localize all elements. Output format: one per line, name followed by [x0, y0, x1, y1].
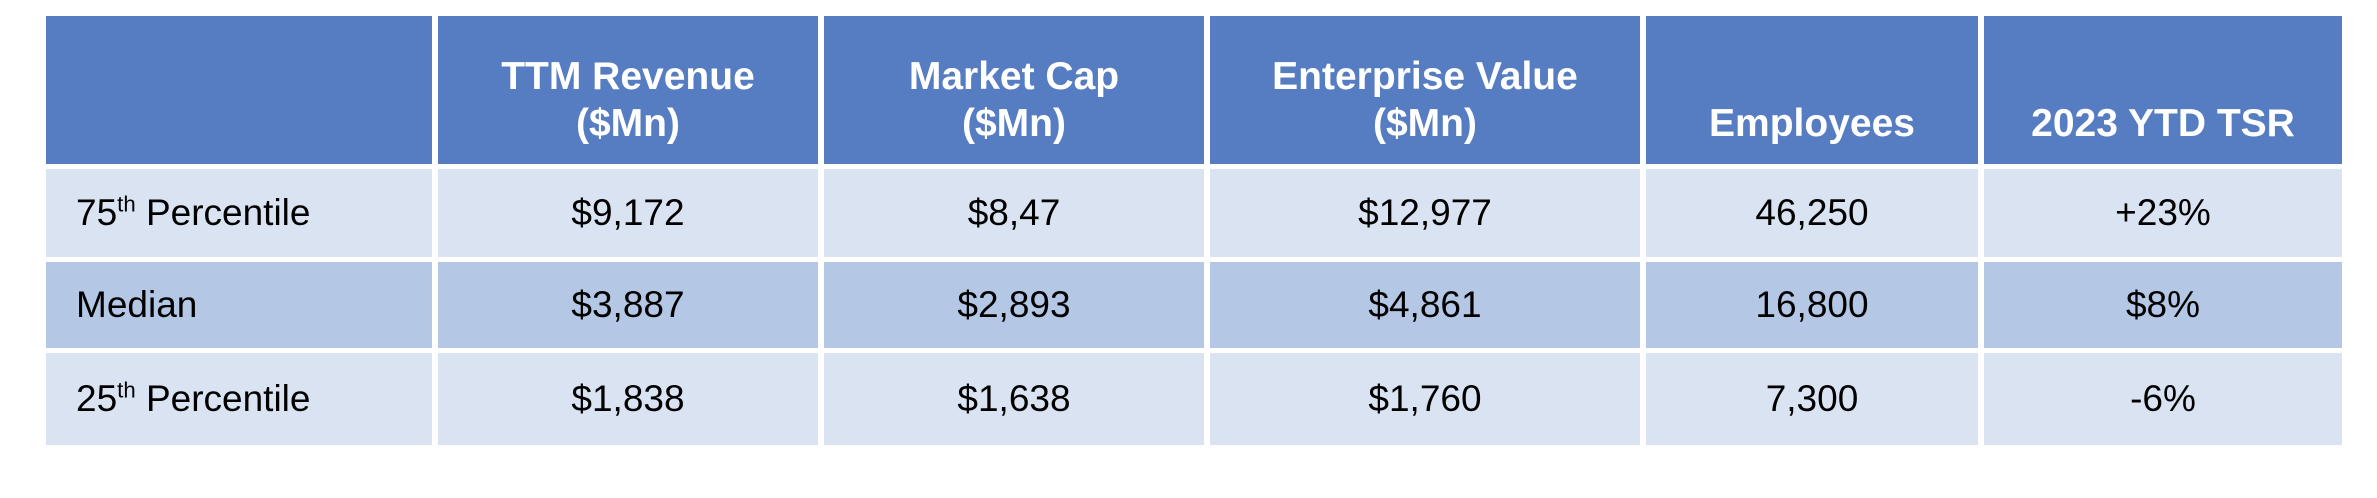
row-label-prefix: 25 [76, 378, 118, 419]
row-label-prefix: Median [76, 284, 198, 325]
col-header-2023-ytd-tsr: 2023 YTD TSR [1984, 16, 2342, 164]
cell-employees: 46,250 [1646, 169, 1978, 257]
row-header-75th-percentile: 75th Percentile [46, 169, 432, 257]
percentile-statistics-table: TTM Revenue ($Mn) Market Cap ($Mn) Enter… [40, 11, 2348, 450]
col-header-market-cap: Market Cap ($Mn) [824, 16, 1204, 164]
row-header-25th-percentile: 25th Percentile [46, 353, 432, 445]
cell-market-cap: $8,47 [824, 169, 1204, 257]
col-header-blank [46, 16, 432, 164]
cell-ytd-tsr: -6% [1984, 353, 2342, 445]
cell-market-cap: $2,893 [824, 262, 1204, 348]
table-row-median: Median $3,887 $2,893 $4,861 16,800 $8% [46, 262, 2342, 348]
row-label-suffix: Percentile [135, 378, 311, 419]
table-row-25th-percentile: 25th Percentile $1,838 $1,638 $1,760 7,3… [46, 353, 2342, 445]
cell-employees: 7,300 [1646, 353, 1978, 445]
cell-employees: 16,800 [1646, 262, 1978, 348]
cell-ytd-tsr: +23% [1984, 169, 2342, 257]
row-label-ordinal: th [117, 377, 136, 403]
cell-ttm-revenue: $1,838 [438, 353, 818, 445]
col-header-enterprise-value: Enterprise Value ($Mn) [1210, 16, 1640, 164]
cell-enterprise-value: $12,977 [1210, 169, 1640, 257]
row-header-median: Median [46, 262, 432, 348]
table-row-75th-percentile: 75th Percentile $9,172 $8,47 $12,977 46,… [46, 169, 2342, 257]
cell-ttm-revenue: $3,887 [438, 262, 818, 348]
col-header-employees: Employees [1646, 16, 1978, 164]
cell-enterprise-value: $1,760 [1210, 353, 1640, 445]
row-label-ordinal: th [117, 191, 136, 217]
header-row: TTM Revenue ($Mn) Market Cap ($Mn) Enter… [46, 16, 2342, 164]
cell-market-cap: $1,638 [824, 353, 1204, 445]
row-label-suffix: Percentile [135, 192, 311, 233]
cell-enterprise-value: $4,861 [1210, 262, 1640, 348]
row-label-prefix: 75 [76, 192, 118, 233]
statistics-table-container: TTM Revenue ($Mn) Market Cap ($Mn) Enter… [40, 11, 2348, 450]
cell-ttm-revenue: $9,172 [438, 169, 818, 257]
cell-ytd-tsr: $8% [1984, 262, 2342, 348]
col-header-ttm-revenue: TTM Revenue ($Mn) [438, 16, 818, 164]
